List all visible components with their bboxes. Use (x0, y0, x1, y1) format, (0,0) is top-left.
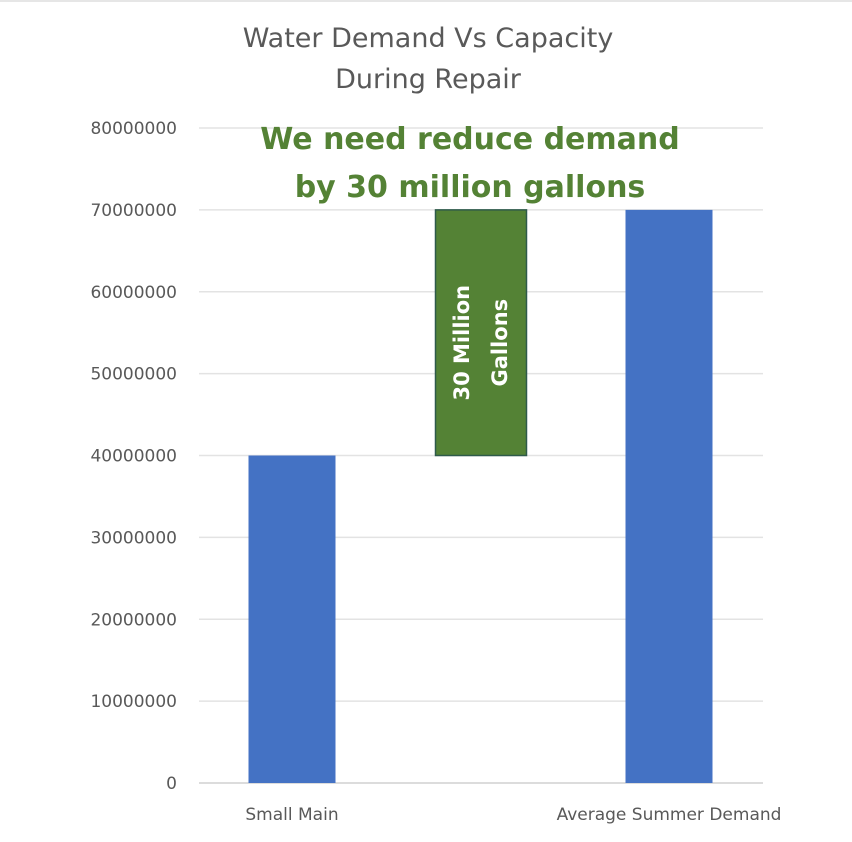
y-tick-label: 50000000 (90, 365, 177, 385)
y-tick-label: 0 (166, 774, 177, 794)
y-tick-label: 80000000 (90, 119, 177, 139)
bars (248, 209, 713, 783)
gap-box-label-line: 30 Million (450, 285, 474, 401)
annotation-line-2: by 30 million gallons (295, 170, 646, 205)
chart-title-line-1: Water Demand Vs Capacity (243, 23, 614, 54)
bar-average-summer-demand (625, 209, 713, 783)
x-category-label: Average Summer Demand (557, 805, 782, 825)
top-border (0, 0, 852, 2)
bar-small-main (248, 455, 336, 783)
y-tick-label: 60000000 (90, 283, 177, 303)
y-tick-label: 70000000 (90, 201, 177, 221)
y-tick-label: 30000000 (90, 528, 177, 548)
y-tick-label: 20000000 (90, 610, 177, 630)
y-axis-ticks: 0 10000000 20000000 30000000 40000000 5000000… (90, 119, 177, 794)
y-tick-label: 10000000 (90, 692, 177, 712)
x-category-label: Small Main (245, 805, 338, 825)
annotation-line-1: We need reduce demand (260, 122, 680, 157)
y-tick-label: 40000000 (90, 447, 177, 467)
chart-title-line-2: During Repair (335, 64, 522, 95)
gap-box: 30 Million Gallons (434, 209, 528, 457)
x-axis-categories: Small Main Average Summer Demand (245, 805, 781, 825)
gap-box-rect (434, 209, 528, 457)
gap-box-label-line: Gallons (488, 299, 512, 387)
